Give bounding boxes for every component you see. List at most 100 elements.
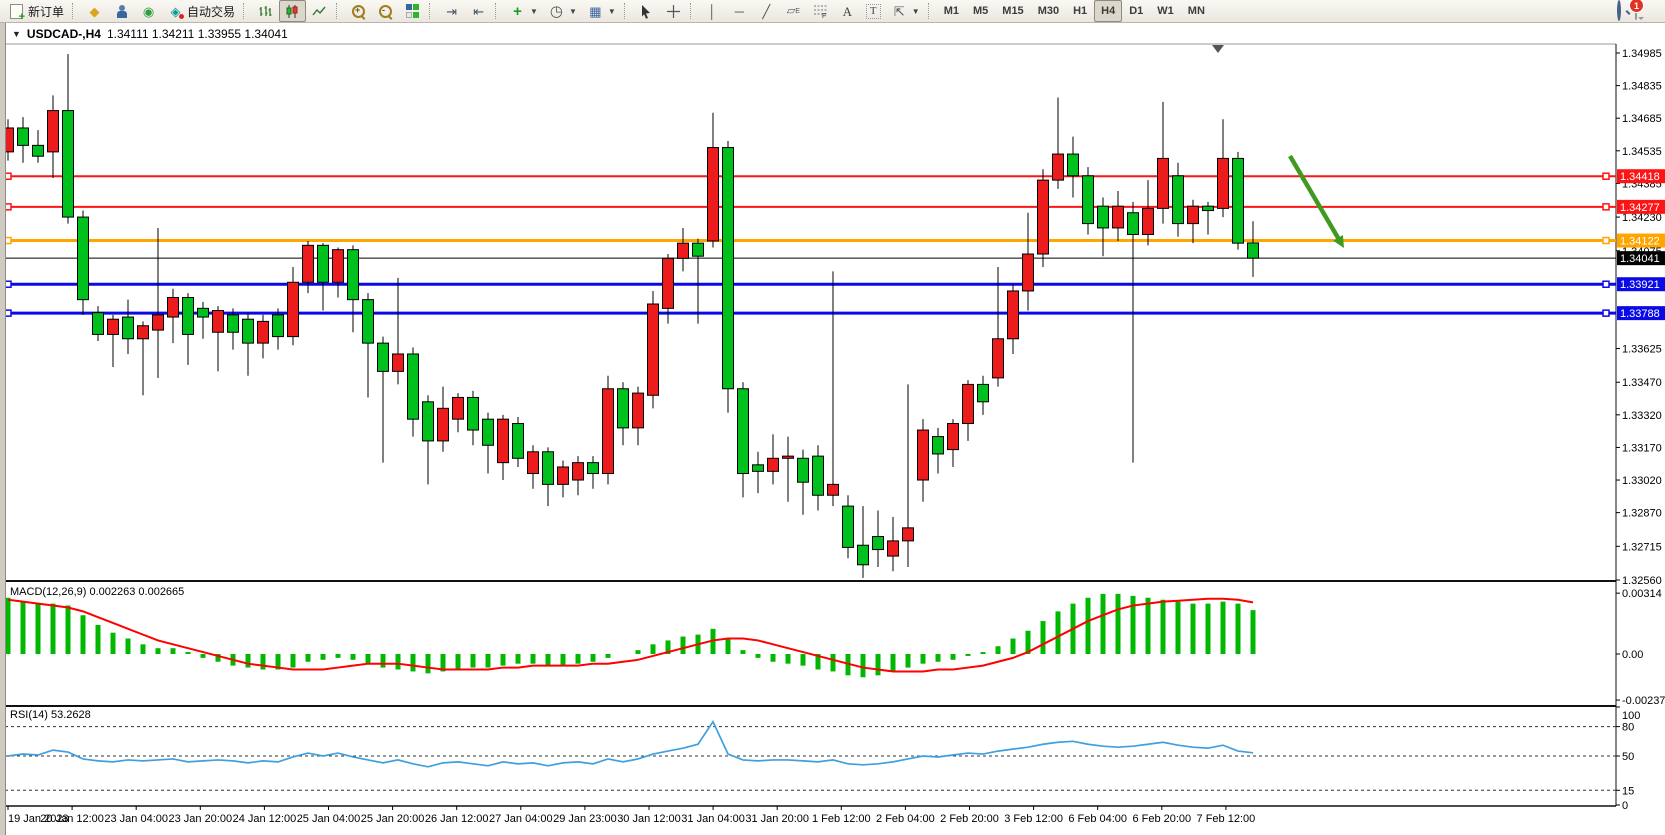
navigator-button[interactable] (108, 0, 135, 22)
cursor-icon (638, 3, 655, 20)
chevron-down-icon: ▼ (530, 6, 538, 16)
new-order-icon (8, 3, 25, 23)
candle-body (572, 462, 584, 481)
notification-badge: 1 (1629, 0, 1644, 13)
hline-price-label: 1.33921 (1620, 279, 1660, 291)
candle-body (152, 314, 164, 331)
candle-body (167, 296, 179, 318)
candle-body (617, 388, 629, 429)
tile-windows-button[interactable] (399, 0, 426, 22)
candle-body (362, 299, 374, 344)
line-chart-mode-button[interactable] (306, 0, 333, 22)
hline-tool-button[interactable]: ─ (726, 0, 753, 22)
candle-body (1097, 205, 1109, 229)
trend-arrow[interactable] (1288, 154, 1341, 241)
chart-title-bar[interactable]: ▼ USDCAD-,H4 1.34111 1.34211 1.33955 1.3… (6, 25, 294, 42)
chart-background (5, 44, 1616, 806)
text-tool-button[interactable]: A (834, 0, 861, 22)
toolbar-separator (623, 3, 630, 19)
notifications-button[interactable]: 1 (1629, 0, 1644, 20)
hline-handle[interactable] (1602, 309, 1610, 317)
auto-trading-button[interactable]: ◈ 自动交易 (162, 0, 240, 22)
candle-body (782, 455, 794, 459)
candle-body (377, 342, 389, 372)
bar-chart-mode-button[interactable] (252, 0, 279, 22)
hline-price-badge (1617, 277, 1665, 292)
candle-body (1247, 242, 1259, 259)
candle-body (62, 110, 74, 218)
search-button[interactable] (1617, 0, 1621, 21)
candlestick-mode-button[interactable] (279, 0, 307, 22)
arrows-tool-button[interactable]: ⇱ ▼ (886, 0, 925, 22)
fibonacci-icon: F (812, 3, 829, 20)
trendline-tool-button[interactable]: ╱ (753, 0, 780, 22)
price-tick-label: 1.32715 (1622, 541, 1662, 553)
auto-scroll-button[interactable]: ⇥ (438, 0, 465, 22)
zoom-in-icon: + (350, 3, 367, 20)
hline-handle[interactable] (1602, 236, 1610, 245)
vline-tool-button[interactable]: │ (699, 0, 726, 22)
candle-body (977, 383, 989, 403)
hline-handle[interactable] (1602, 280, 1610, 288)
candle-body (1232, 157, 1244, 244)
market-watch-button[interactable]: ◆ (81, 0, 108, 22)
cursor-tool-button[interactable] (633, 0, 660, 22)
chart-shift-marker[interactable] (1212, 45, 1224, 53)
candle-body (1187, 205, 1199, 225)
time-tick-label: 24 Jan 12:00 (233, 813, 297, 825)
rsi-label: RSI(14) 53.2628 (10, 709, 91, 721)
strategy-tester-button[interactable]: ◉ (135, 0, 162, 22)
chart-shift-button[interactable]: ⇤ (465, 0, 492, 22)
candle-body (77, 216, 89, 301)
candle-body (1037, 179, 1049, 255)
label-tool-button[interactable]: T (861, 0, 886, 22)
candle-body (962, 383, 974, 425)
hline-handle[interactable] (1602, 172, 1610, 180)
candle-body (1127, 212, 1139, 235)
fibonacci-tool-button[interactable]: F (807, 0, 834, 22)
timeframe-button-h1[interactable]: H1 (1073, 5, 1088, 17)
chevron-down-icon: ▼ (568, 6, 577, 16)
crosshair-tool-button[interactable] (660, 0, 687, 22)
arrows-icon: ⇱ (893, 3, 905, 19)
candle-body (1217, 157, 1229, 209)
candlestick-icon (284, 3, 301, 20)
price-tick-label: 1.32560 (1622, 575, 1662, 587)
channel-icon: ▱ E (786, 4, 800, 17)
hline-handle[interactable] (1602, 203, 1610, 211)
indicators-button[interactable]: + ▼ (504, 0, 543, 22)
zoom-out-button[interactable]: - (372, 0, 399, 22)
time-tick-label: 29 Jan 23:00 (553, 813, 617, 825)
timeframe-button-h4[interactable]: H4 (1094, 0, 1123, 22)
timeframe-button-m1[interactable]: M1 (943, 5, 959, 17)
periods-button[interactable]: ◷ ▼ (543, 0, 582, 22)
timeframe-button-m5[interactable]: M5 (973, 5, 989, 17)
price-tick-label: 1.33020 (1622, 475, 1662, 487)
new-order-button[interactable]: 新订单 (3, 0, 69, 23)
line-chart-icon (311, 3, 328, 20)
trend-arrow-head[interactable] (1333, 235, 1344, 248)
timeframe-button-d1[interactable]: D1 (1129, 5, 1144, 17)
time-tick-label: 7 Feb 12:00 (1197, 813, 1256, 825)
toolbar-separator (927, 3, 934, 19)
timeframe-button-m30[interactable]: M30 (1037, 5, 1060, 17)
navigator-person-icon (113, 3, 130, 20)
candle-body (212, 310, 224, 333)
zoom-in-button[interactable]: + (345, 0, 372, 22)
text-icon: A (842, 3, 852, 19)
hline-price-label: 1.34277 (1620, 202, 1660, 214)
timeframe-button-mn[interactable]: MN (1187, 5, 1205, 17)
candle-body (722, 147, 734, 390)
hline-price-label: 1.34122 (1620, 236, 1660, 248)
templates-button[interactable]: ▦ ▼ (582, 0, 621, 22)
price-tick-label: 1.33320 (1622, 410, 1662, 422)
timeframe-button-w1[interactable]: W1 (1157, 5, 1174, 17)
hline-price-badge (1617, 169, 1665, 184)
clock-icon: ◷ (549, 2, 563, 20)
price-tick-label: 1.33170 (1622, 442, 1662, 454)
rsi-tick-label: 80 (1622, 722, 1634, 734)
channel-tool-button[interactable]: ▱ E (780, 0, 807, 22)
candle-body (677, 242, 689, 259)
timeframe-button-m15[interactable]: M15 (1002, 5, 1024, 17)
